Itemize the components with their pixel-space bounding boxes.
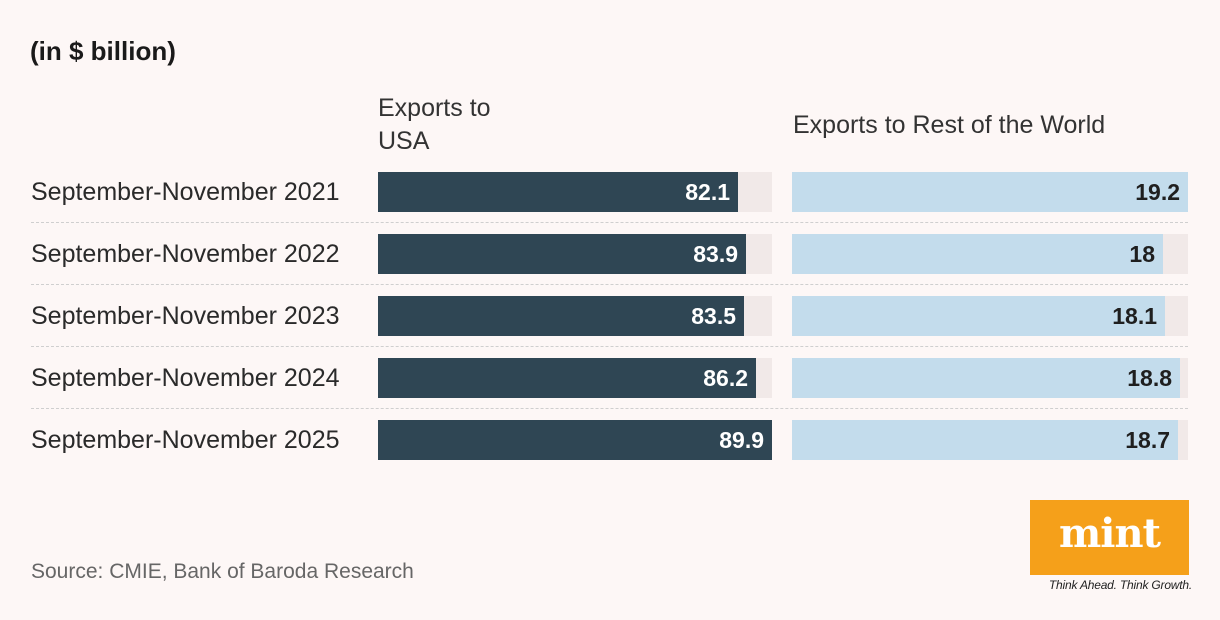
- usa-bar: [378, 420, 772, 460]
- row-divider: [31, 284, 1188, 285]
- column-title-rest-of-world: Exports to Rest of the World: [793, 111, 1106, 139]
- row-divider: [31, 222, 1188, 223]
- usa-bar: [378, 296, 744, 336]
- rest-of-world-value-label: 18.8: [1127, 365, 1172, 391]
- usa-value-label: 83.9: [693, 241, 738, 267]
- rest-of-world-bar: [792, 358, 1180, 398]
- rest-of-world-bar: [792, 420, 1178, 460]
- rest-of-world-value-label: 18: [1129, 241, 1155, 267]
- rest-of-world-value-label: 18.1: [1112, 303, 1157, 329]
- source-note: Source: CMIE, Bank of Baroda Research: [31, 560, 414, 583]
- mint-logo: mint: [1030, 500, 1189, 575]
- usa-value-label: 82.1: [685, 179, 730, 205]
- usa-bar: [378, 172, 738, 212]
- usa-value-label: 83.5: [691, 303, 736, 329]
- usa-value-label: 86.2: [703, 365, 748, 391]
- rest-of-world-value-label: 19.2: [1135, 179, 1180, 205]
- usa-value-label: 89.9: [719, 427, 764, 453]
- rest-of-world-bar: [792, 234, 1163, 274]
- usa-bar: [378, 358, 756, 398]
- column-title-usa: Exports to USA: [378, 94, 491, 155]
- category-label: September-November 2022: [31, 240, 340, 268]
- row-divider: [31, 408, 1188, 409]
- logo-tagline: Think Ahead. Think Growth.: [1048, 578, 1192, 592]
- rest-of-world-value-label: 18.7: [1125, 427, 1170, 453]
- category-label: September-November 2023: [31, 302, 340, 330]
- category-label: September-November 2024: [31, 364, 340, 392]
- row-divider: [31, 346, 1188, 347]
- rest-of-world-bar: [792, 172, 1188, 212]
- usa-bar: [378, 234, 746, 274]
- category-label: September-November 2021: [31, 178, 340, 206]
- unit-label: (in $ billion): [30, 36, 176, 66]
- rest-of-world-bar: [792, 296, 1165, 336]
- category-label: September-November 2025: [31, 426, 340, 454]
